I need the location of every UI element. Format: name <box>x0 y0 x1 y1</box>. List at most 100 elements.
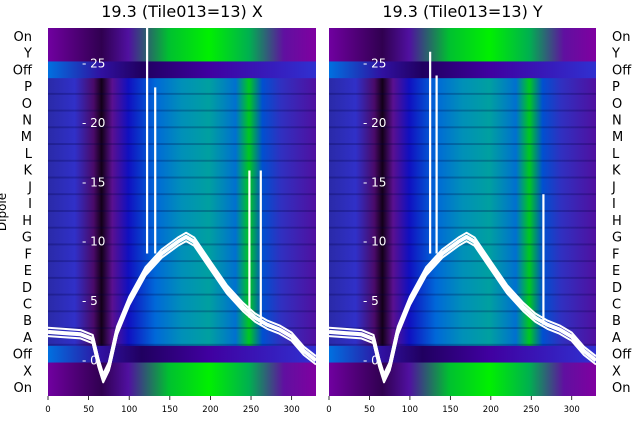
dipole-label: L <box>25 147 33 162</box>
row-separator <box>329 260 596 263</box>
dipole-label: On <box>14 381 32 396</box>
heatmap-row <box>329 262 596 280</box>
panel-title: 19.3 (Tile013=13) Y <box>382 2 543 21</box>
heatmap-row <box>329 28 596 46</box>
row-separator <box>48 193 316 196</box>
dipole-label: F <box>612 247 619 262</box>
heatmap-row <box>329 245 596 263</box>
row-separator <box>329 126 596 129</box>
dipole-label: D <box>22 281 32 296</box>
x-tick-label: 300 <box>284 405 300 415</box>
overlay-y-tick: - 20 <box>82 116 105 130</box>
x-tick-label: 0 <box>326 405 331 415</box>
dipole-label: A <box>612 331 621 346</box>
row-separator <box>329 226 596 229</box>
overlay-y-tick: - 10 <box>363 235 386 249</box>
dipole-label: P <box>612 80 620 95</box>
x-tick-label: 50 <box>83 405 94 415</box>
heatmap-row <box>48 379 316 396</box>
overlay-y-tick: - 20 <box>363 116 386 130</box>
x-tick-label: 150 <box>162 405 178 415</box>
dipole-label: H <box>22 214 32 229</box>
heatmap-row <box>329 178 596 196</box>
dipole-label: M <box>21 130 32 145</box>
heatmap-row <box>48 345 316 364</box>
row-separator <box>329 193 596 196</box>
heatmap-row <box>48 78 316 96</box>
dipole-label: A <box>23 331 32 346</box>
dipole-label: C <box>23 298 32 313</box>
heatmap-row <box>48 262 316 280</box>
dipole-label: O <box>612 97 622 112</box>
dipole-label: N <box>612 114 622 129</box>
dipole-label: F <box>25 247 32 262</box>
heatmap-row <box>48 362 316 380</box>
x-tick-label: 100 <box>402 405 418 415</box>
row-separator <box>329 159 596 162</box>
y-axis-label: Dipole <box>0 193 9 231</box>
x-tick-label: 250 <box>523 405 539 415</box>
heatmap-row <box>329 278 596 297</box>
dipole-label: K <box>612 164 621 179</box>
dipole-label: Off <box>13 348 33 363</box>
dipole-label: N <box>22 114 32 129</box>
row-separator <box>329 92 596 95</box>
overlay-y-tick: - 15 <box>82 175 105 189</box>
dipole-label: J <box>27 180 32 195</box>
heatmap-row <box>48 128 316 146</box>
heatmap-row <box>48 28 316 46</box>
dipole-label: O <box>22 97 32 112</box>
row-separator <box>329 276 596 279</box>
heatmap-row <box>329 61 596 79</box>
dipole-label: J <box>611 180 616 195</box>
row-separator <box>329 210 596 212</box>
dipole-label: B <box>23 314 32 329</box>
row-separator <box>329 310 596 313</box>
overlay-line <box>48 231 316 375</box>
overlay-y-tick: - 25 <box>363 57 386 71</box>
heatmap-row <box>329 94 596 113</box>
row-separator <box>48 310 316 313</box>
dipole-label: E <box>612 264 620 279</box>
heatmap-row <box>329 212 596 230</box>
heatmap-row <box>329 78 596 96</box>
heatmap-panel-2 <box>329 28 596 396</box>
heatmap-row <box>48 145 316 163</box>
dipole-label: On <box>612 381 630 396</box>
dipole-label: H <box>612 214 622 229</box>
heatmap-row <box>329 195 596 213</box>
row-separator <box>48 143 316 146</box>
overlay-y-tick: - 15 <box>363 175 386 189</box>
dipole-label: On <box>612 30 630 45</box>
x-tick-label: 150 <box>442 405 458 415</box>
row-separator <box>329 109 596 112</box>
dipole-label: Y <box>23 47 32 62</box>
dipole-label: Off <box>13 63 33 78</box>
heatmap-row <box>48 195 316 213</box>
row-separator <box>48 343 316 346</box>
row-separator <box>48 109 316 112</box>
dipole-label: D <box>612 281 622 296</box>
dipole-label: E <box>24 264 32 279</box>
row-separator <box>48 260 316 263</box>
dipole-label: I <box>612 197 616 212</box>
row-separator <box>48 126 316 129</box>
dipole-label: On <box>14 30 32 45</box>
heatmap-row <box>329 145 596 163</box>
x-tick-label: 0 <box>45 405 50 415</box>
dipole-label: L <box>612 147 620 162</box>
row-separator <box>329 176 596 179</box>
x-tick-label: 50 <box>364 405 375 415</box>
overlay-y-tick: - 10 <box>82 235 105 249</box>
heatmap-row <box>48 212 316 230</box>
row-separator <box>48 327 316 330</box>
heatmap-row <box>329 161 596 180</box>
heatmap-row <box>329 44 596 62</box>
row-separator <box>48 226 316 229</box>
heatmap-row <box>329 379 596 396</box>
heatmap-row <box>48 44 316 62</box>
row-separator <box>48 210 316 212</box>
overlay-y-tick: - 5 <box>82 294 98 308</box>
x-tick-label: 200 <box>483 405 499 415</box>
